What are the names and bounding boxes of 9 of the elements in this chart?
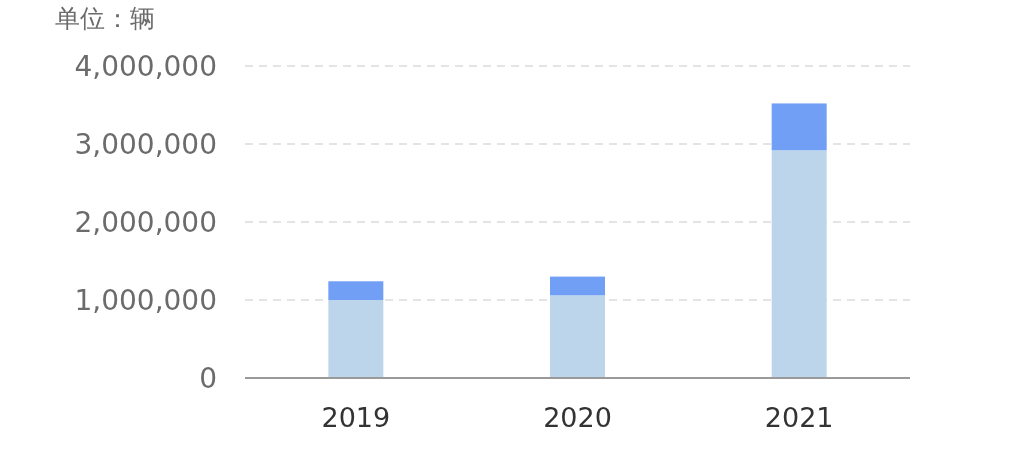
x-tick-label: 2021 <box>764 402 834 433</box>
x-tick-label: 2019 <box>321 402 391 433</box>
y-tick-label: 0 <box>199 362 217 395</box>
x-tick-label: 2020 <box>543 402 612 433</box>
y-tick-label: 2,000,000 <box>74 206 217 239</box>
y-tick-label: 3,000,000 <box>74 128 217 161</box>
y-tick-label: 1,000,000 <box>74 284 217 317</box>
y-axis-title: 单位：辆 <box>55 4 155 33</box>
y-tick-label: 4,000,000 <box>74 50 217 83</box>
